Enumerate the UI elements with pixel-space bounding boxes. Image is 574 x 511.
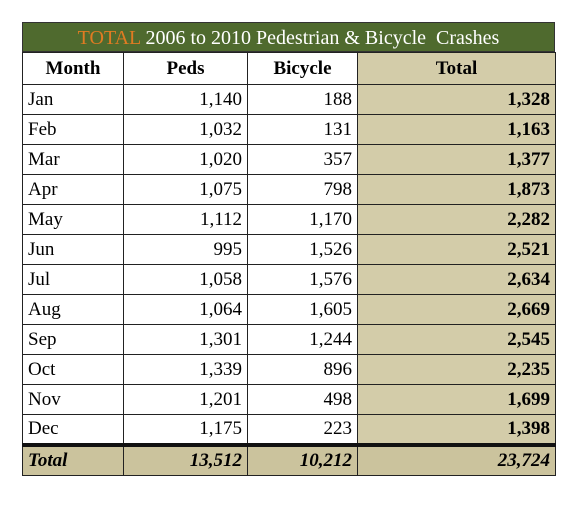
table-row: Oct 1,339 896 2,235 [22,354,556,385]
month-cell: May [22,204,124,235]
header-row: Month Peds Bicycle Total [22,52,556,85]
month-cell: Jun [22,234,124,265]
month-cell: Mar [22,144,124,175]
month-cell: Apr [22,174,124,205]
table-title: TOTAL 2006 to 2010 Pedestrian & Bicycle … [22,22,555,52]
value-cell: 798 [247,174,358,205]
value-cell: 1,339 [123,354,248,385]
value-cell: 1,526 [247,234,358,265]
table-row: Jun 995 1,526 2,521 [22,234,556,265]
value-cell: 2,669 [357,294,556,325]
total-cell: 10,212 [247,442,358,476]
value-cell: 188 [247,84,358,115]
value-cell: 223 [247,414,358,445]
column-header: Total [357,52,556,85]
value-cell: 2,521 [357,234,556,265]
value-cell: 2,634 [357,264,556,295]
value-cell: 1,301 [123,324,248,355]
month-cell: Oct [22,354,124,385]
value-cell: 1,328 [357,84,556,115]
total-row: Total 13,512 10,212 23,724 [22,442,556,476]
table-row: Aug 1,064 1,605 2,669 [22,294,556,325]
title-text: 2006 to 2010 Pedestrian & Bicycle Crashe… [145,27,500,49]
column-header: Month [22,52,124,85]
value-cell: 1,064 [123,294,248,325]
month-cell: Sep [22,324,124,355]
value-cell: 1,377 [357,144,556,175]
value-cell: 498 [247,384,358,415]
crash-table: Month Peds Bicycle Total Jan 1,140 188 1,328 Fe… [22,52,556,476]
value-cell: 1,075 [123,174,248,205]
column-header: Bicycle [247,52,358,85]
value-cell: 1,699 [357,384,556,415]
value-cell: 1,032 [123,114,248,145]
value-cell: 1,020 [123,144,248,175]
table-row: Feb 1,032 131 1,163 [22,114,556,145]
value-cell: 995 [123,234,248,265]
value-cell: 1,201 [123,384,248,415]
value-cell: 896 [247,354,358,385]
value-cell: 1,175 [123,414,248,445]
table-row: Dec 1,175 223 1,398 [22,414,556,445]
table-body: Jan 1,140 188 1,328 Feb 1,032 131 1,163 Mar 1,020… [22,84,556,476]
table-row: Sep 1,301 1,244 2,545 [22,324,556,355]
total-label: Total [22,442,124,476]
value-cell: 1,244 [247,324,358,355]
table-container: TOTAL 2006 to 2010 Pedestrian & Bicycle … [22,22,556,476]
value-cell: 2,545 [357,324,556,355]
table-row: Jul 1,058 1,576 2,634 [22,264,556,295]
total-cell: 23,724 [357,442,556,476]
month-cell: Aug [22,294,124,325]
value-cell: 2,282 [357,204,556,235]
value-cell: 131 [247,114,358,145]
value-cell: 1,605 [247,294,358,325]
month-cell: Dec [22,414,124,445]
total-cell: 13,512 [123,442,248,476]
table-row: Mar 1,020 357 1,377 [22,144,556,175]
month-cell: Jan [22,84,124,115]
month-cell: Nov [22,384,124,415]
table-row: Jan 1,140 188 1,328 [22,84,556,115]
column-header: Peds [123,52,248,85]
title-highlight: TOTAL [77,27,141,49]
value-cell: 1,873 [357,174,556,205]
table-row: May 1,112 1,170 2,282 [22,204,556,235]
value-cell: 1,058 [123,264,248,295]
table-row: Nov 1,201 498 1,699 [22,384,556,415]
table-row: Apr 1,075 798 1,873 [22,174,556,205]
month-cell: Jul [22,264,124,295]
value-cell: 357 [247,144,358,175]
value-cell: 1,112 [123,204,248,235]
value-cell: 1,576 [247,264,358,295]
value-cell: 1,140 [123,84,248,115]
month-cell: Feb [22,114,124,145]
value-cell: 1,398 [357,414,556,445]
value-cell: 1,170 [247,204,358,235]
value-cell: 1,163 [357,114,556,145]
value-cell: 2,235 [357,354,556,385]
